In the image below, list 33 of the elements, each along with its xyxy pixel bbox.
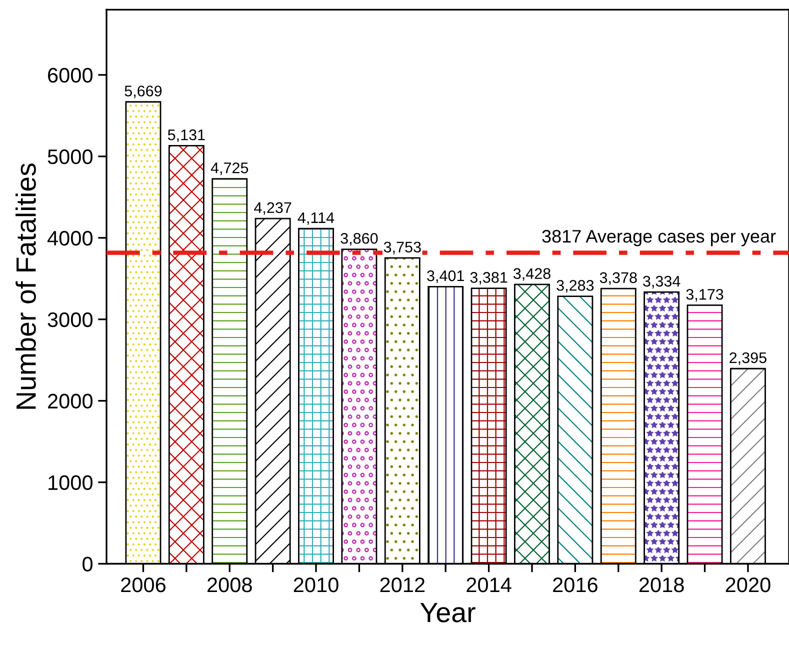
data-label: 3,401 [427,270,464,283]
x-axis-title: Year [420,602,476,622]
x-tick-label: 2010 [294,578,338,592]
x-tick-label: 2008 [208,578,252,592]
data-label: 4,725 [210,162,248,176]
data-label: 4,237 [254,202,292,215]
y-tick-label: 3000 [48,312,93,328]
x-tick-label: 2016 [553,578,598,592]
data-label: 3,173 [686,288,724,302]
data-label: 4,114 [298,212,334,225]
data-label: 3,334 [643,276,680,288]
y-tick-label: 0 [82,556,93,572]
data-label: 3,428 [513,268,550,281]
x-tick-label: 2006 [121,578,166,592]
data-label: 3,381 [470,272,508,285]
data-label: 3,753 [384,242,421,254]
x-tick-label: 2014 [466,578,512,592]
y-tick-label: 5000 [48,149,93,164]
x-tick-label: 2018 [639,578,684,592]
y-tick-label: 6000 [48,68,93,83]
x-tick-label: 2020 [726,578,770,592]
y-tick-label: 2000 [48,394,93,409]
data-label: 3,283 [556,280,594,293]
data-label: 3,378 [600,272,637,285]
ref-line-label: 3817 Average cases per year [542,230,776,246]
data-label: 2,395 [730,352,766,365]
y-tick-label: 4000 [47,230,93,246]
data-label: 3,860 [340,232,378,246]
data-label: 5,131 [168,129,205,142]
data-label: 5,669 [124,86,162,98]
y-axis-title: Number of Fatalities [16,163,36,409]
y-tick-label: 1000 [48,475,93,490]
x-tick-label: 2012 [380,578,425,592]
